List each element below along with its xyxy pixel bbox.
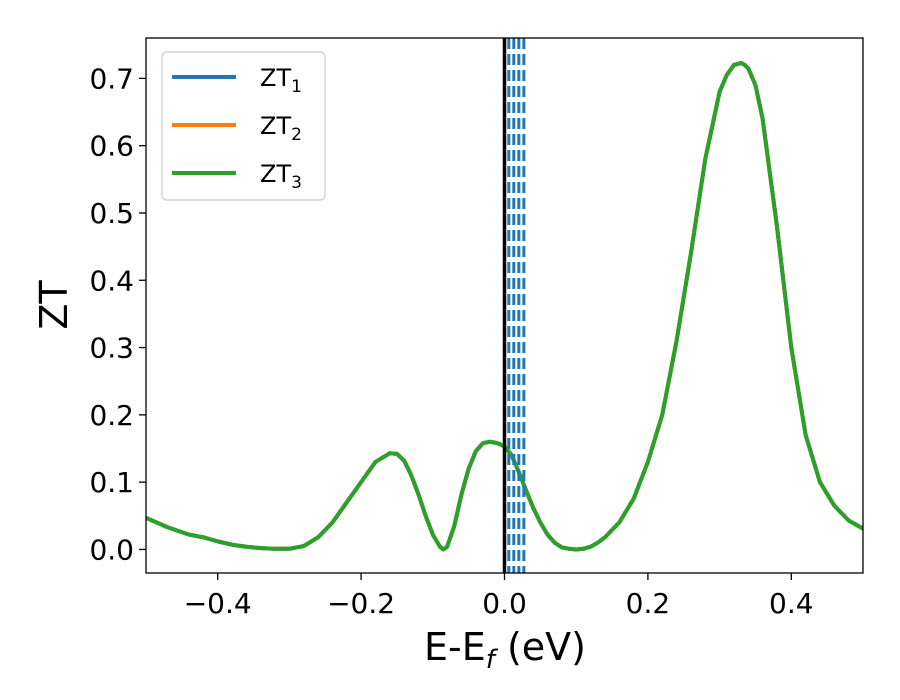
y-tick-label: 0.4	[89, 264, 134, 297]
x-tick-label: −0.2	[327, 587, 395, 620]
legend-label-subscript: 2	[291, 125, 302, 145]
legend-label-base: ZT	[260, 112, 291, 140]
y-tick-label: 0.3	[89, 332, 134, 365]
x-axis: −0.4 −0.2 0.0 0.2 0.4	[184, 573, 814, 620]
legend-label-1: ZT1	[260, 64, 302, 97]
legend-box	[161, 51, 326, 201]
y-axis: 0.0 0.1 0.2 0.3 0.4 0.5 0.6 0.7	[89, 62, 146, 566]
y-tick-label: 0.5	[89, 197, 134, 230]
legend-label-subscript: 3	[291, 173, 302, 193]
x-axis-label-rest: (eV)	[495, 625, 586, 669]
y-tick-label: 0.2	[89, 399, 134, 432]
y-tick-label: 0.7	[89, 62, 134, 95]
x-tick-label: 0.2	[626, 587, 671, 620]
x-tick-label: −0.4	[184, 587, 252, 620]
x-tick-label: 0.0	[482, 587, 527, 620]
y-axis-label: ZT	[32, 280, 76, 330]
legend-label-base: ZT	[260, 160, 291, 188]
x-axis-label: E-Ef (eV)	[424, 625, 586, 675]
legend-label-subscript: 1	[291, 77, 302, 97]
legend-label-2: ZT2	[260, 112, 302, 145]
x-tick-label: 0.4	[769, 587, 814, 620]
y-tick-label: 0.1	[89, 466, 134, 499]
y-tick-label: 0.0	[89, 533, 134, 566]
y-tick-label: 0.6	[89, 130, 134, 163]
plot-area	[146, 38, 863, 573]
legend-label-3: ZT3	[260, 160, 302, 193]
x-axis-label-main: E-E	[424, 625, 486, 669]
legend-label-base: ZT	[260, 64, 291, 92]
